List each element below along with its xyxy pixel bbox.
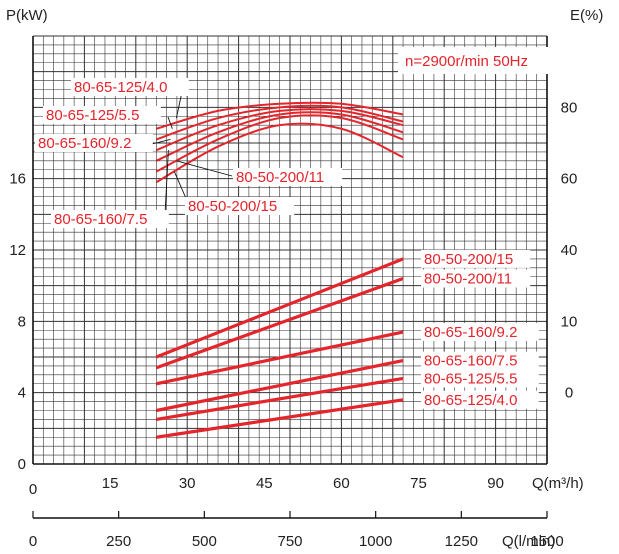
curve-label-bg — [233, 168, 343, 186]
x-tick-label: 60 — [333, 475, 350, 492]
x2-tick-label: 750 — [277, 533, 302, 550]
y-left-tick-label: 8 — [18, 313, 26, 330]
curve-label-bg — [421, 351, 539, 370]
curve-label-bg — [185, 197, 295, 215]
efficiency-curve-80-65-125-5-5 — [156, 104, 404, 141]
curve-label: 80-65-125/5.5 — [424, 370, 517, 387]
x2-tick-label: 250 — [106, 533, 131, 550]
curve-label: 80-65-160/7.5 — [424, 353, 517, 370]
y-left-axis-label: P(kW) — [6, 7, 48, 24]
y-right-axis-ticks: 0 10 40 60 80 — [561, 99, 578, 401]
annotation-box — [398, 47, 579, 74]
efficiency-curve-80-65-125-4-0 — [156, 101, 404, 130]
curve-label: 80-65-160/9.2 — [38, 135, 131, 152]
power-curves — [155, 257, 404, 439]
efficiency-curve-80-50-200-11 — [155, 114, 404, 173]
x-tick-label: 0 — [29, 481, 37, 498]
curve-label: 80-65-160/9.2 — [424, 324, 517, 341]
curve-label: 80-65-125/4.0 — [74, 79, 167, 96]
power-curve-80-65-125-4-0 — [156, 398, 404, 439]
leader-line — [167, 116, 173, 129]
leader-line — [164, 150, 169, 216]
leader-line — [175, 91, 183, 119]
curve-label-bg — [35, 134, 153, 152]
curve-label-bg — [421, 269, 531, 288]
leader-line — [176, 160, 233, 177]
efficiency-curve-80-50-200-15 — [155, 122, 404, 184]
curve-label-bg — [43, 106, 161, 124]
curve-label-bg — [421, 249, 531, 268]
x-tick-label: 30 — [179, 475, 196, 492]
power-curve-80-65-160-9-2 — [156, 330, 404, 386]
y-left-tick-label: 0 — [18, 456, 26, 473]
y-right-tick-label: 0 — [565, 385, 573, 402]
curve-labels: 80-50-200/15 80-50-200/11 80-65-160/9.2 80-… — [35, 78, 539, 409]
x-tick-label: 90 — [487, 475, 504, 492]
x-tick-label: 15 — [102, 475, 119, 492]
efficiency-curve-80-65-160-7-5 — [155, 111, 404, 162]
leader-line — [151, 138, 171, 145]
y-right-tick-label: 80 — [561, 99, 578, 116]
y-right-tick-label: 40 — [561, 242, 578, 259]
x-axis-ticks: 0 15 30 45 60 75 90 — [29, 475, 504, 498]
curve-label-bg — [421, 369, 539, 388]
curve-label: 80-65-160/7.5 — [54, 211, 147, 228]
curve-label: 80-50-200/11 — [424, 271, 512, 288]
x2-axis-ticks: 0 250 500 750 1000 1250 1500 — [29, 511, 564, 550]
curve-label: 80-65-125/4.0 — [424, 392, 517, 409]
power-curve-80-65-125-5-5 — [156, 376, 404, 421]
y-left-tick-label: 4 — [18, 385, 26, 402]
power-curve-80-65-160-7-5 — [156, 358, 404, 413]
power-curve-80-50-200-11 — [155, 277, 404, 370]
curve-label: 80-50-200/11 — [236, 169, 324, 186]
curve-label-bg — [421, 390, 539, 409]
efficiency-curve-80-65-160-9-2 — [155, 108, 404, 152]
curve-label: 80-50-200/15 — [424, 251, 513, 268]
curve-label: 80-50-200/15 — [188, 198, 277, 215]
x-axis-label: Q(m³/h) — [532, 475, 584, 492]
x2-tick-label: 500 — [192, 533, 217, 550]
y-left-tick-label: 16 — [9, 171, 26, 188]
y-right-axis-label: E(%) — [570, 7, 603, 24]
efficiency-curves — [155, 101, 404, 184]
speed-annotation: n=2900r/min 50Hz — [405, 53, 528, 70]
x2-tick-label: 1000 — [359, 533, 392, 550]
curve-label: 80-65-125/5.5 — [46, 107, 139, 124]
curve-label-bg — [71, 78, 189, 96]
x2-tick-label: 0 — [29, 533, 37, 550]
x2-axis-label: Q(l/min) — [502, 533, 555, 550]
x2-tick-label: 1250 — [445, 533, 478, 550]
x2-tick-label: 1500 — [530, 533, 563, 550]
y-right-tick-label: 60 — [561, 171, 578, 188]
x-tick-label: 45 — [256, 475, 273, 492]
curve-label-bg — [421, 323, 539, 342]
y-left-tick-label: 12 — [9, 242, 26, 259]
y-right-tick-label: 10 — [561, 313, 578, 330]
power-curve-80-50-200-15 — [155, 257, 404, 359]
y-left-axis-ticks: 0 4 8 12 16 — [9, 171, 26, 473]
x-tick-label: 75 — [410, 475, 427, 492]
curve-label-bg — [51, 210, 169, 228]
